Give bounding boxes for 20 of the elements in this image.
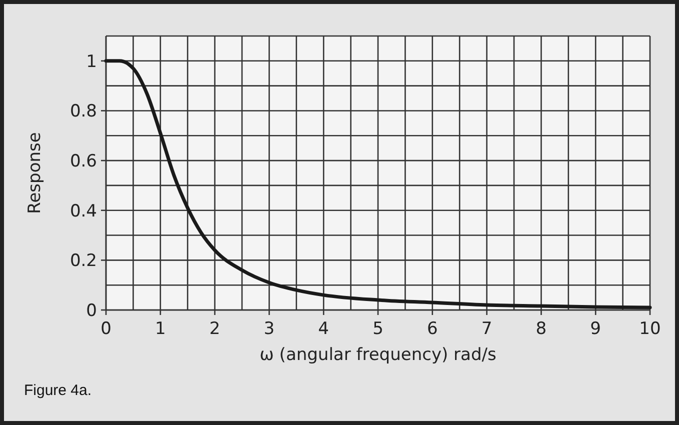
x-axis-title: ω (angular frequency) rad/s [260,345,496,365]
x-tick-label: 5 [372,319,384,339]
x-tick-label: 4 [318,319,330,339]
x-tick-label: 3 [264,319,275,339]
y-tick-label: 0.4 [70,201,97,222]
x-tick-label: 9 [590,319,602,339]
x-tick-label: 2 [209,319,220,339]
y-tick-label: 0.2 [70,251,97,272]
y-axis-title: Response [25,132,45,214]
x-tick-label: 8 [536,319,547,339]
y-tick-label: 0.8 [70,102,97,122]
x-tick-label: 1 [154,319,166,339]
y-tick-label: 1 [86,52,97,72]
y-tick-label: 0 [86,300,97,321]
caption: Figure 4a. [24,382,92,399]
x-tick-label: 7 [481,319,492,339]
y-tick-label: 0.6 [70,151,97,172]
x-tick-label: 0 [100,319,112,339]
x-tick-label: 10 [639,319,661,339]
x-tick-label: 6 [426,319,438,339]
